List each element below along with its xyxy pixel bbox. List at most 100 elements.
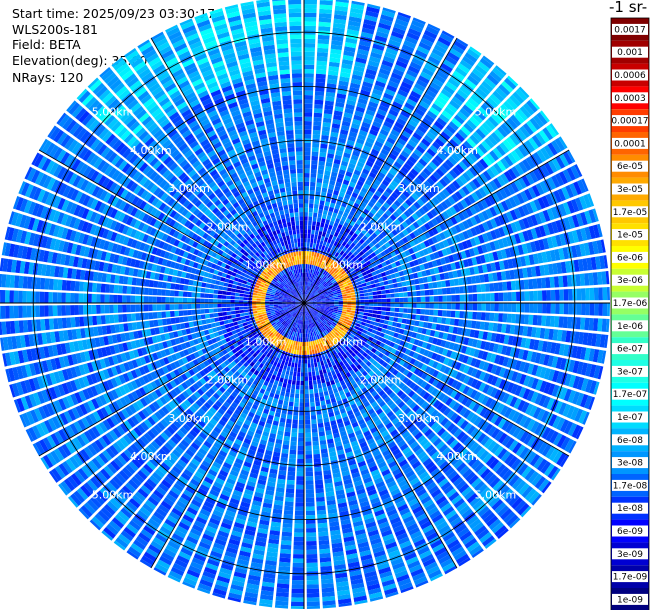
ppi-gate [373, 404, 381, 412]
ppi-gate [351, 307, 356, 311]
ppi-gate [436, 457, 447, 467]
ppi-gate [359, 422, 367, 430]
ppi-gate [310, 294, 315, 298]
ppi-gate [537, 340, 544, 352]
ppi-gate [254, 545, 266, 552]
ppi-gate [447, 539, 460, 550]
ppi-gate [339, 332, 345, 338]
ppi-gate [400, 323, 406, 329]
ppi-gate [396, 185, 405, 193]
ppi-gate [472, 131, 483, 142]
ppi-gate [469, 347, 476, 357]
ppi-gate [390, 298, 395, 303]
ppi-gate [389, 414, 397, 422]
ppi-gate [369, 332, 376, 338]
ppi-gate [527, 186, 537, 199]
ppi-gate [385, 541, 398, 550]
ppi-gate [571, 345, 578, 359]
ppi-gate [459, 530, 473, 542]
ppi-gate [311, 306, 317, 309]
ppi-gate [306, 306, 310, 310]
ppi-gate [306, 286, 309, 291]
ppi-gate [452, 180, 461, 190]
ppi-gate [410, 204, 418, 212]
ppi-gate [321, 355, 326, 361]
ppi-gate [380, 285, 386, 291]
ppi-gate [332, 387, 339, 394]
start-time-label: Start time: 2025/09/23 03:30:17 [12, 6, 216, 21]
ppi-gate [483, 322, 490, 331]
ppi-gate [247, 579, 260, 586]
ppi-gate [339, 133, 348, 140]
ppi-gate [372, 275, 378, 280]
ppi-gate [312, 300, 317, 302]
ppi-gate [332, 280, 337, 284]
ppi-gate [304, 307, 306, 312]
ppi-gate [345, 405, 352, 412]
ppi-gate [353, 336, 359, 341]
ppi-gate [524, 338, 531, 349]
ppi-gate [332, 340, 337, 345]
ppi-gate [437, 36, 452, 47]
ppi-gate [592, 224, 601, 239]
ppi-gate [458, 277, 464, 286]
ppi-gate [550, 342, 557, 354]
ppi-gate [318, 230, 323, 236]
ppi-gate [463, 196, 472, 207]
ppi-gate [381, 179, 390, 187]
ppi-gate [280, 413, 287, 419]
ppi-gate [325, 166, 332, 172]
ppi-gate [326, 279, 331, 284]
ppi-gate [435, 225, 443, 233]
ppi-gate [360, 299, 365, 303]
ppi-gate [543, 381, 552, 394]
ppi-ray [304, 223, 603, 303]
ppi-gate [351, 294, 356, 298]
ppi-gate [381, 164, 391, 172]
ppi-gate [332, 292, 338, 295]
ppi-gate [423, 335, 430, 342]
ppi-gate [485, 208, 494, 219]
ppi-gate [493, 129, 505, 141]
ppi-gate [415, 265, 421, 272]
ppi-gate [399, 366, 406, 374]
ppi-gate [437, 151, 447, 161]
ppi-gate [540, 410, 550, 423]
ppi-ray [274, 303, 304, 609]
ppi-gate [310, 308, 315, 312]
ppi-gate [306, 285, 308, 291]
ppi-gate [464, 398, 473, 408]
ppi-gate [330, 216, 336, 222]
ppi-gate [361, 318, 367, 323]
ppi-gate [297, 454, 304, 459]
ppi-gate [343, 112, 353, 119]
ppi-gate [335, 572, 348, 579]
ppi-gate [541, 290, 547, 301]
ppi-gate [527, 363, 535, 375]
ppi-gate [540, 164, 550, 177]
ppi-gate [312, 298, 317, 301]
ppi-gate [538, 353, 546, 365]
ppi-gate [511, 497, 523, 510]
ppi-gate [375, 282, 381, 288]
ppi-gate [414, 395, 422, 404]
ppi-gate [469, 205, 477, 215]
ppi-gate [304, 350, 307, 355]
ppi-ray [304, 303, 604, 380]
ppi-gate [318, 324, 322, 329]
ppi-gate [419, 438, 429, 447]
ppi-gate [515, 88, 528, 101]
ppi-gate [470, 216, 478, 226]
ppi-gate [444, 159, 455, 169]
ppi-gate [425, 164, 435, 174]
ppi-gate [357, 492, 367, 500]
ppi-gate [494, 365, 502, 376]
ppi-gate [295, 341, 298, 346]
ppi-gate [313, 458, 321, 464]
ppi-gate [408, 564, 423, 574]
ppi-gate [317, 47, 329, 53]
ppi-gate [472, 178, 481, 189]
ppi-gate [342, 231, 349, 238]
ppi-gate [332, 310, 338, 314]
ppi-gate [416, 513, 428, 522]
